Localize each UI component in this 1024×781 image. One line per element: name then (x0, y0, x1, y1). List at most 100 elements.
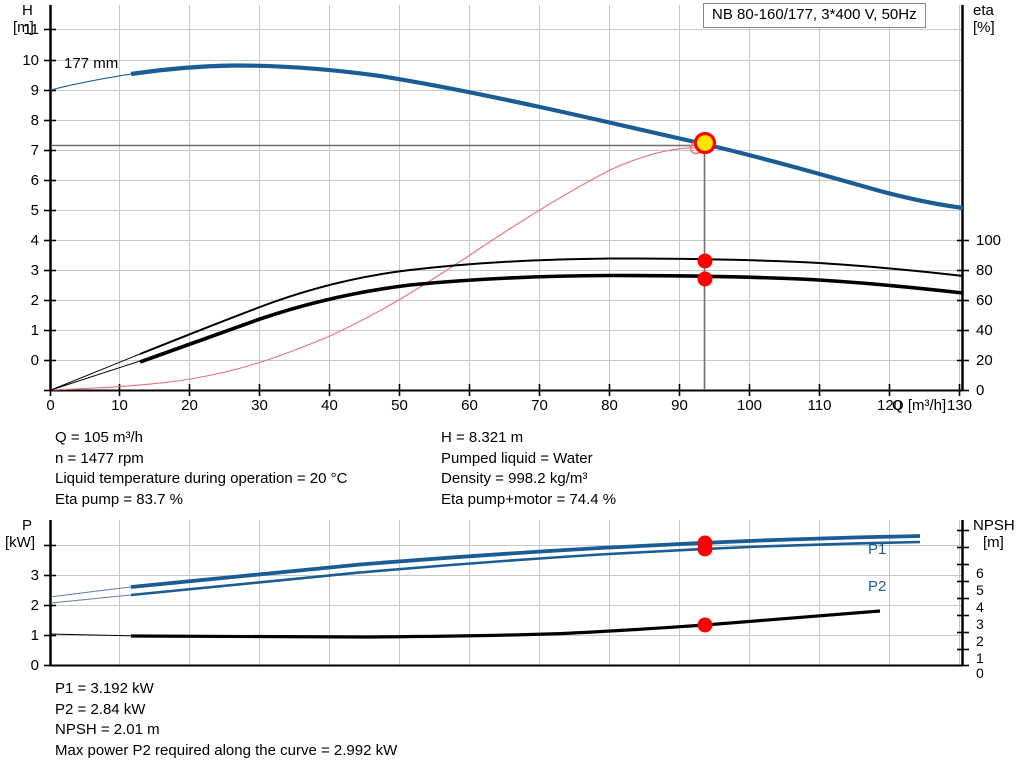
pump-model-title: NB 80-160/177, 3*400 V, 50Hz (703, 3, 926, 28)
h-tick-4: 4 (30, 232, 39, 249)
npsh-tick-1: 1 (976, 650, 984, 666)
eta-pump-motor-tail (50, 360, 141, 391)
eta-pump-operating-marker (697, 253, 713, 269)
npsh-tick-4: 4 (976, 599, 984, 615)
p1-curve-label: P1 (868, 541, 887, 558)
result-liquid-temperature: Liquid temperature during operation = 20… (55, 470, 348, 487)
power-axis-unit: [kW] (5, 534, 35, 551)
top-chart-vertical-gridlines (119, 5, 960, 390)
result-eta-pump-motor: Eta pump+motor = 74.4 % (441, 490, 617, 508)
top-chart-bottom-ticks (49, 384, 961, 396)
eta-tick-60: 60 (976, 292, 993, 309)
eta-axis-title: eta (973, 2, 994, 19)
h-tick-11: 11 (23, 21, 39, 38)
h-tick-8: 8 (30, 112, 39, 129)
result-eta-pump: Eta pump = 83.7 % (55, 490, 183, 508)
q-tick-30: 30 (251, 397, 268, 414)
q-tick-40: 40 (321, 397, 338, 414)
h-tick-1: 1 (30, 322, 39, 339)
q-tick-110: 110 (807, 397, 832, 414)
p-tick-0: 0 (30, 657, 39, 674)
bottom-chart-axes (49, 520, 964, 667)
duty-point-marker (693, 131, 717, 155)
npsh-tick-6: 6 (976, 565, 984, 581)
h-tick-0: 0 (30, 352, 39, 369)
top-chart-horizontal-gridlines (50, 29, 963, 361)
bottom-chart-right-ticks (957, 529, 969, 667)
impeller-size-label: 177 mm (64, 55, 119, 72)
result-max-power-p2: Max power P2 required along the curve = … (55, 741, 398, 759)
q-tick-80: 80 (601, 397, 618, 414)
result-head: H = 8.321 m (441, 429, 524, 446)
results-top-left: Q = 105 m³/h n = 1477 rpm Liquid tempera… (55, 428, 347, 510)
p1-curve-tail (50, 586, 132, 598)
h-tick-6: 6 (30, 172, 39, 189)
eta-tick-80: 80 (976, 262, 993, 279)
result-flow: Q = 105 m³/h (55, 429, 143, 446)
q-tick-20: 20 (181, 397, 198, 414)
eta-tick-40: 40 (976, 322, 993, 339)
npsh-tick-5: 5 (976, 582, 984, 598)
p-tick-2: 2 (30, 597, 39, 614)
p2-curve-label: P2 (868, 578, 887, 595)
npsh-operating-marker (697, 617, 713, 633)
h-tick-7: 7 (30, 142, 39, 159)
eta-axis-unit: [%] (973, 19, 995, 36)
q-tick-70: 70 (531, 397, 548, 414)
eta-tick-0: 0 (976, 382, 985, 399)
head-curve-tail (50, 73, 132, 91)
q-tick-100: 100 (736, 397, 763, 414)
bottom-chart-vertical-gridlines (119, 520, 960, 665)
q-tick-130: 130 (946, 397, 973, 414)
power-npsh-chart (44, 520, 969, 667)
q-tick-10: 10 (111, 397, 128, 414)
npsh-axis-title: NPSH (973, 517, 1015, 534)
eta-pump-curve (139, 257, 964, 355)
p2-curve-tail (50, 594, 132, 604)
q-tick-120: 120 (876, 397, 903, 414)
h-tick-2: 2 (30, 292, 39, 309)
p-tick-1: 1 (30, 627, 39, 644)
npsh-axis-unit: [m] (983, 534, 1004, 551)
q-tick-90: 90 (671, 397, 688, 414)
head-eta-chart (44, 5, 969, 396)
result-npsh: NPSH = 2.01 m (55, 721, 160, 738)
q-tick-50: 50 (391, 397, 408, 414)
eta-pump-tail (50, 353, 141, 391)
h-tick-9: 9 (30, 82, 39, 99)
h-tick-5: 5 (30, 202, 39, 219)
eta-pump-motor-curve (139, 273, 964, 364)
top-chart-left-ticks (44, 28, 56, 392)
power-axis-title: P (22, 517, 33, 534)
npsh-curve-tail (50, 633, 132, 637)
top-chart-axes (49, 5, 964, 392)
result-speed: n = 1477 rpm (55, 449, 144, 467)
eta-tick-20: 20 (976, 352, 993, 369)
npsh-curve (130, 609, 881, 639)
red-secondary-curve (50, 147, 705, 391)
head-curve-177mm (130, 63, 964, 211)
npsh-tick-3: 3 (976, 616, 984, 632)
p-tick-3: 3 (30, 567, 39, 584)
head-axis-unit: [m] (13, 19, 34, 36)
h-tick-3: 3 (30, 262, 39, 279)
p1-curve (130, 534, 921, 589)
q-axis-title: Q [m³/h] (892, 397, 947, 414)
eta-pump-motor-operating-marker (697, 271, 713, 287)
q-tick-60: 60 (461, 397, 478, 414)
npsh-tick-0: 0 (976, 665, 984, 681)
eta-tick-100: 100 (976, 232, 1002, 249)
bottom-chart-left-ticks (44, 544, 56, 667)
p2-curve (130, 540, 921, 597)
top-chart-right-ticks (957, 239, 969, 392)
p2-operating-marker (697, 541, 713, 557)
results-bottom: P1 = 3.192 kW P2 = 2.84 kW NPSH = 2.01 m… (55, 679, 397, 761)
h-tick-10: 10 (22, 52, 39, 69)
result-p1: P1 = 3.192 kW (55, 680, 154, 697)
npsh-tick-2: 2 (976, 633, 984, 649)
results-top-right: H = 8.321 m Pumped liquid = Water Densit… (441, 428, 616, 510)
q-tick-0: 0 (46, 397, 55, 414)
result-p2: P2 = 2.84 kW (55, 700, 146, 718)
result-density: Density = 998.2 kg/m³ (441, 470, 588, 487)
